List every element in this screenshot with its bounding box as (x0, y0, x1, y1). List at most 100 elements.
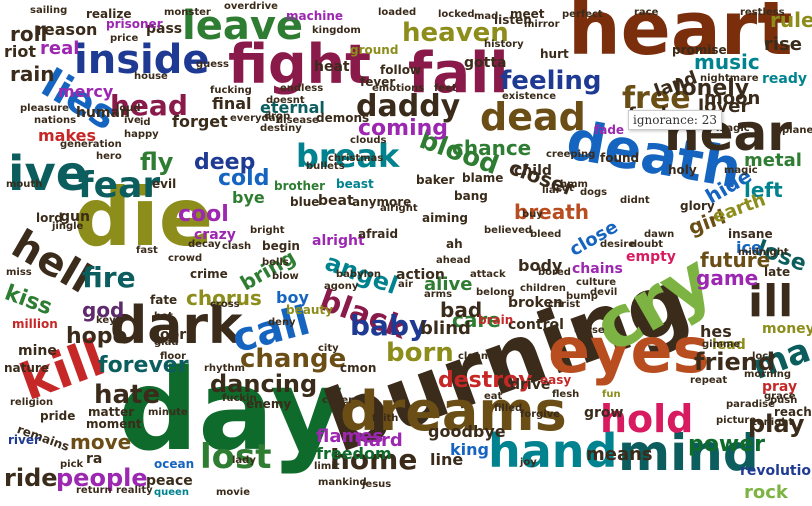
word-glory[interactable]: glory (680, 199, 715, 213)
word-dreams[interactable]: dreams (340, 380, 567, 443)
word-ahead[interactable]: ahead (436, 255, 471, 266)
word-mind[interactable]: mind (618, 424, 759, 482)
word-hero[interactable]: hero (96, 151, 122, 162)
word-eyes[interactable]: eyes (548, 314, 710, 387)
word-feet[interactable]: feet (434, 83, 457, 94)
word-attack[interactable]: attack (470, 269, 506, 280)
word-loud[interactable]: loud (116, 103, 141, 114)
word-alright[interactable]: alright (312, 233, 365, 249)
word-ill[interactable]: ill (748, 276, 794, 327)
word-glad[interactable]: glad (154, 337, 179, 348)
word-paradise[interactable]: paradise (726, 399, 775, 410)
word-heaven[interactable]: heaven (402, 18, 509, 48)
word-pass[interactable]: pass (146, 21, 183, 37)
word-miss[interactable]: miss (6, 267, 32, 278)
word-deny[interactable]: deny (268, 317, 296, 328)
word-brain[interactable]: brain (478, 313, 514, 327)
word-insane[interactable]: insane (728, 227, 773, 241)
word-nations[interactable]: nations (34, 115, 77, 126)
word-blind[interactable]: blind (420, 318, 471, 339)
word-fall[interactable]: fall (408, 41, 509, 106)
word-blame[interactable]: blame (462, 171, 504, 185)
word-prisoner[interactable]: prisoner (106, 17, 163, 31)
word-forgive[interactable]: forgive (520, 409, 561, 420)
word-mankind[interactable]: mankind (318, 477, 367, 488)
word-blue[interactable]: blue (290, 195, 320, 209)
word-listen[interactable]: listen (494, 13, 532, 27)
word-begin[interactable]: begin (262, 239, 300, 253)
word-id[interactable]: id (140, 117, 151, 128)
word-bright[interactable]: bright (250, 225, 285, 236)
word-daddy[interactable]: daddy (356, 89, 461, 124)
word-key[interactable]: key (96, 315, 116, 326)
word-history[interactable]: history (484, 39, 524, 50)
word-pride[interactable]: pride (40, 409, 76, 423)
word-people[interactable]: people (56, 464, 148, 492)
word-happy[interactable]: happy (124, 129, 159, 140)
word-door[interactable]: door (150, 327, 187, 343)
word-planet[interactable]: planet (782, 125, 812, 136)
word-minute[interactable]: minute (148, 407, 188, 418)
word-repeat[interactable]: repeat (690, 375, 728, 386)
word-late[interactable]: late (764, 265, 791, 279)
word-flesh[interactable]: flesh (552, 389, 580, 400)
word-lost[interactable]: lost (200, 437, 272, 477)
word-crime[interactable]: crime (190, 267, 228, 281)
word-child[interactable]: child (514, 163, 552, 179)
word-fuckin[interactable]: fuckin (222, 393, 257, 404)
word-cold[interactable]: cold (218, 166, 270, 191)
word-gotta[interactable]: gotta (464, 55, 507, 71)
word-baby[interactable]: baby (350, 309, 428, 342)
word-control[interactable]: control (508, 317, 564, 333)
word-means[interactable]: means (586, 444, 653, 465)
word-hold[interactable]: hold (600, 397, 694, 441)
word-clean[interactable]: clean (458, 351, 489, 362)
word-game[interactable]: game (696, 266, 759, 290)
word-pleasure[interactable]: pleasure (20, 103, 69, 114)
word-fear[interactable]: fear (78, 165, 161, 206)
word-liar[interactable]: liar (542, 185, 561, 196)
word-bullets[interactable]: bullets (306, 161, 345, 172)
word-rise[interactable]: rise (764, 34, 802, 55)
word-blow[interactable]: blow (272, 271, 299, 282)
word-dogs[interactable]: dogs (580, 187, 608, 198)
word-creeping[interactable]: creeping (546, 149, 596, 160)
word-existence[interactable]: existence (502, 91, 557, 102)
word-deep[interactable]: deep (194, 150, 256, 175)
word-endless[interactable]: endless (280, 83, 324, 94)
word-morning[interactable]: morning (744, 369, 792, 380)
word-follow[interactable]: follow (380, 63, 422, 77)
word-jesus[interactable]: jesus (362, 479, 392, 490)
word-feeling[interactable]: feeling (500, 66, 602, 96)
word-fever[interactable]: fever (360, 75, 396, 89)
word-rules[interactable]: rules (770, 8, 812, 32)
word-hope[interactable]: hope (66, 324, 128, 349)
word-day[interactable]: day (118, 346, 344, 476)
word-push[interactable]: push (770, 395, 798, 406)
word-guess[interactable]: guess (196, 59, 229, 70)
word-broken[interactable]: broken (508, 295, 563, 311)
word-heat[interactable]: heat (314, 59, 350, 75)
word-power[interactable]: power (688, 432, 765, 457)
word-magic2[interactable]: magic (716, 123, 750, 134)
word-cover[interactable]: cover (322, 395, 354, 406)
word-fast[interactable]: fast (136, 245, 158, 256)
word-easy[interactable]: easy (540, 373, 572, 387)
word-culture[interactable]: culture (576, 277, 617, 288)
word-children[interactable]: children (520, 283, 566, 294)
word-loaded[interactable]: loaded (378, 7, 417, 18)
word-meet[interactable]: meet (510, 7, 545, 21)
word-final[interactable]: final (212, 94, 252, 113)
word-mirror[interactable]: mirror (524, 19, 560, 30)
word-christmas[interactable]: christmas (328, 153, 384, 164)
word-action[interactable]: action (396, 267, 445, 283)
word-chorus[interactable]: chorus (186, 286, 262, 310)
word-monster[interactable]: monster (164, 7, 211, 18)
word-mine[interactable]: mine (18, 343, 57, 359)
word-hes[interactable]: hes (700, 322, 732, 341)
word-reality[interactable]: reality (116, 485, 153, 496)
word-human[interactable]: human (76, 105, 130, 121)
word-fire[interactable]: fire (82, 261, 136, 294)
word-ice[interactable]: ice (736, 238, 762, 257)
word-dead[interactable]: dead (480, 95, 586, 139)
